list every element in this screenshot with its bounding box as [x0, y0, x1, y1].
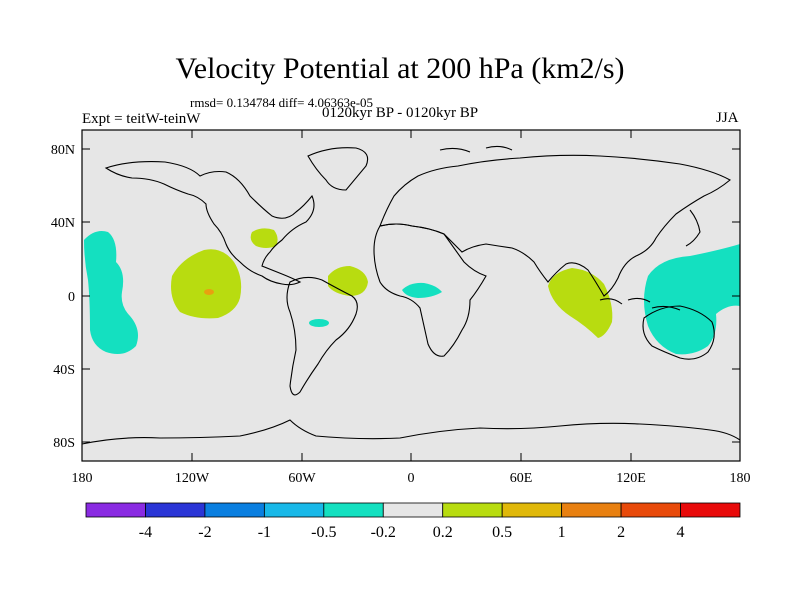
negative-region-east-pacific — [84, 231, 138, 354]
colorbar-label: -0.2 — [371, 524, 396, 541]
colorbar — [85, 502, 741, 518]
maritime-continent — [599, 297, 681, 311]
colorbar-label: 0.5 — [492, 524, 512, 541]
y-tick-label: 40S — [53, 363, 75, 378]
colorbar-swatch — [442, 502, 503, 518]
x-tick-label: 120E — [616, 471, 646, 486]
x-tick-label: 60E — [510, 471, 533, 486]
australia-coast — [642, 305, 715, 360]
south-america-coast — [286, 276, 358, 396]
peak-region — [204, 289, 214, 295]
arctic-islands — [439, 145, 513, 153]
colorbar-swatch — [85, 502, 146, 518]
europe-asia-coast — [379, 154, 731, 297]
greenland-coast — [307, 147, 369, 191]
negative-region-south-atlantic — [309, 319, 329, 327]
colorbar-label: -1 — [258, 524, 271, 541]
colorbar-label: -4 — [139, 524, 152, 541]
plot-title: Velocity Potential at 200 hPa (km2/s) — [175, 52, 625, 85]
antarctica-coast — [81, 419, 741, 445]
colorbar-swatch — [680, 502, 741, 518]
x-axis — [81, 130, 632, 461]
season-label: JJA — [716, 110, 739, 126]
colorbar-swatch — [204, 502, 265, 518]
colorbar-swatch — [382, 502, 444, 518]
x-tick-label: 180 — [730, 471, 751, 486]
colorbar-swatch — [323, 502, 384, 518]
anomaly-shading — [84, 228, 740, 355]
stats-label: rmsd= 0.134784 diff= 4.06363e-05 — [190, 95, 374, 110]
colorbar-label: 1 — [558, 524, 566, 541]
colorbar-swatch — [501, 502, 563, 518]
colorbar-swatch — [561, 502, 622, 518]
colorbar-label: 4 — [677, 524, 685, 541]
x-tick-label: 120W — [175, 471, 210, 486]
colorbar-swatch — [145, 502, 206, 518]
north-america-coast — [104, 161, 315, 286]
colorbar-label: -2 — [198, 524, 211, 541]
y-tick-label: 0 — [68, 290, 75, 305]
colorbar-swatch — [263, 502, 325, 518]
colorbar-label: 2 — [617, 524, 625, 541]
japan-coast — [685, 209, 701, 247]
period-label: 0120kyr BP - 0120kyr BP — [322, 105, 479, 121]
colorbar-swatch — [620, 502, 681, 518]
positive-region-indian-ocean — [548, 268, 613, 338]
x-tick-label: 180 — [72, 471, 93, 486]
x-tick-label: 0 — [408, 471, 415, 486]
y-tick-label: 80S — [53, 436, 75, 451]
y-tick-label: 80N — [51, 143, 75, 158]
x-tick-label: 60W — [288, 471, 316, 486]
negative-region-west-pacific — [644, 244, 740, 355]
coastlines — [81, 145, 741, 445]
positive-region-central-pacific — [171, 249, 242, 319]
y-axis — [82, 148, 740, 443]
positive-region-gulf — [250, 228, 278, 248]
negative-region-africa — [402, 282, 442, 298]
colorbar-label: -0.5 — [311, 524, 336, 541]
colorbar-label: 0.2 — [433, 524, 453, 541]
y-tick-label: 40N — [51, 216, 75, 231]
colorbar-labels: -4 -2 -1 -0.5 -0.2 0.2 0.5 1 2 4 — [139, 524, 685, 541]
experiment-label: Expt = teitW-teinW — [82, 111, 201, 127]
